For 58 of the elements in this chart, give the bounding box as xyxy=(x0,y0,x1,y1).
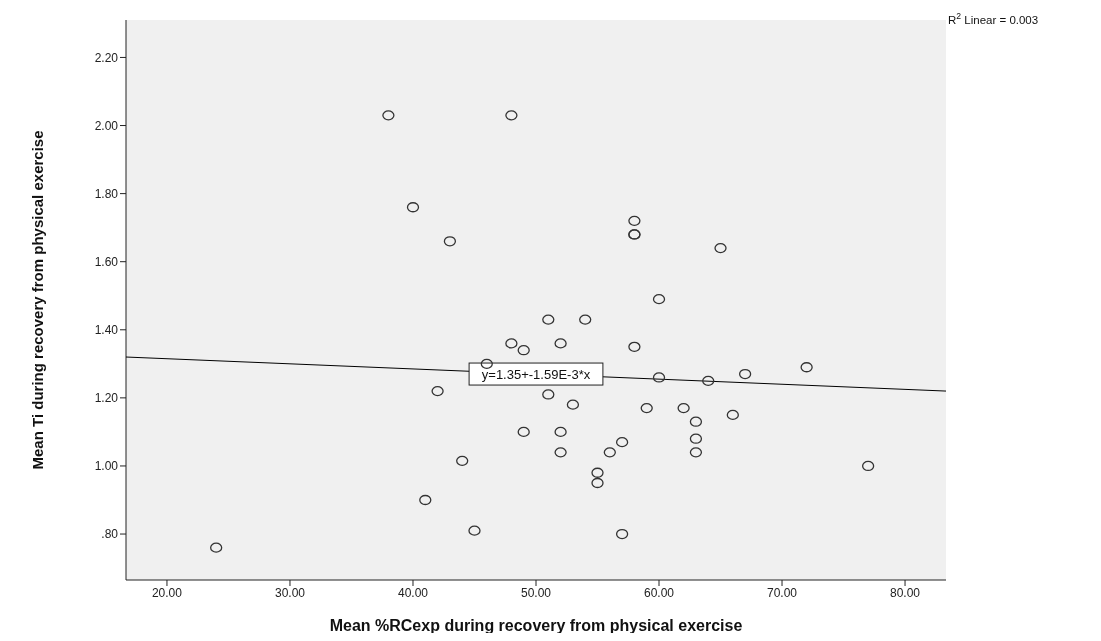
point xyxy=(517,426,530,438)
y-tick-label: 1.60 xyxy=(94,254,119,269)
point xyxy=(554,447,567,458)
point xyxy=(714,242,727,254)
point xyxy=(800,362,813,373)
y-axis-title: Mean Ti during recovery from physical exercise xyxy=(29,130,47,470)
point xyxy=(640,402,653,414)
point xyxy=(652,372,666,383)
point xyxy=(480,358,493,369)
x-tick-label: 40.00 xyxy=(397,585,429,600)
point xyxy=(603,447,616,458)
point xyxy=(419,494,432,506)
point xyxy=(689,447,703,458)
point xyxy=(677,402,690,414)
point xyxy=(431,385,444,397)
point xyxy=(210,542,223,553)
point xyxy=(726,409,739,421)
point xyxy=(591,477,604,489)
annotation: y=1.35+-1.59E-3*x xyxy=(481,367,591,383)
point xyxy=(591,467,604,478)
point xyxy=(406,202,420,213)
x-tick-label: 80.00 xyxy=(890,585,921,600)
point xyxy=(566,399,580,410)
point xyxy=(702,375,715,386)
point xyxy=(652,294,666,305)
y-tick-label: 2.20 xyxy=(94,50,119,65)
point xyxy=(456,455,469,466)
y-tick-label: 1.20 xyxy=(94,391,119,406)
point xyxy=(738,368,752,380)
point xyxy=(505,110,518,121)
point xyxy=(689,433,703,444)
point xyxy=(517,345,530,356)
x-tick-label: 50.00 xyxy=(520,585,552,600)
y-tick-label: 1.00 xyxy=(94,459,119,474)
point xyxy=(542,314,555,325)
point xyxy=(628,341,641,352)
y-tick-label: 1.40 xyxy=(94,323,119,338)
point xyxy=(554,338,567,349)
text: R$^{2}$ Linear = 0.003 xyxy=(948,11,1039,26)
point xyxy=(542,389,555,400)
y-tick-label: .80 xyxy=(101,527,119,542)
point xyxy=(615,436,629,448)
point xyxy=(628,215,641,226)
point xyxy=(443,236,457,247)
point xyxy=(382,110,395,121)
x-tick-label: 70.00 xyxy=(767,585,798,600)
y-tick-label: 2.00 xyxy=(94,118,119,133)
x-tick-label: 60.00 xyxy=(644,585,675,600)
point xyxy=(579,314,592,325)
point xyxy=(689,416,703,427)
x-tick-label: 20.00 xyxy=(151,585,183,600)
x-tick-label: 30.00 xyxy=(274,585,306,600)
point xyxy=(468,525,481,536)
point xyxy=(554,426,567,438)
point xyxy=(861,460,875,472)
point xyxy=(615,528,629,540)
y-tick-label: 1.80 xyxy=(94,186,119,201)
point xyxy=(505,338,518,349)
